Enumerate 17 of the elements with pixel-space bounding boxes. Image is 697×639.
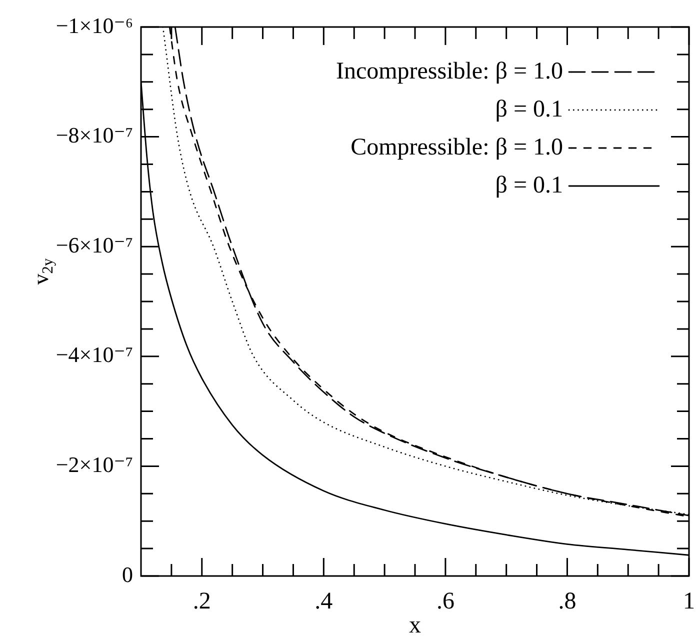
y-tick-label: −1×10⁻⁶	[56, 12, 133, 38]
x-axis-title: x	[409, 612, 421, 638]
x-tick-label: .6	[436, 588, 454, 614]
y-tick-label: 0	[122, 562, 133, 587]
y-tick-label: −4×10⁻⁷	[56, 342, 133, 368]
legend-label: β = 0.1	[495, 172, 563, 198]
x-tick-label: .8	[558, 588, 576, 614]
legend-label: Compressible: β = 1.0	[350, 134, 563, 160]
legend-label: β = 0.1	[495, 96, 563, 122]
x-tick-label: .4	[314, 588, 333, 614]
x-tick-label: .2	[192, 588, 211, 614]
x-tick-label: 1	[683, 588, 695, 614]
y-tick-label: −2×10⁻⁷	[56, 452, 133, 477]
y-axis-title: v2y	[28, 258, 57, 285]
y-tick-label: −8×10⁻⁷	[56, 122, 133, 148]
y-tick-label: −6×10⁻⁷	[56, 232, 133, 258]
legend-label: Incompressible: β = 1.0	[336, 58, 563, 84]
